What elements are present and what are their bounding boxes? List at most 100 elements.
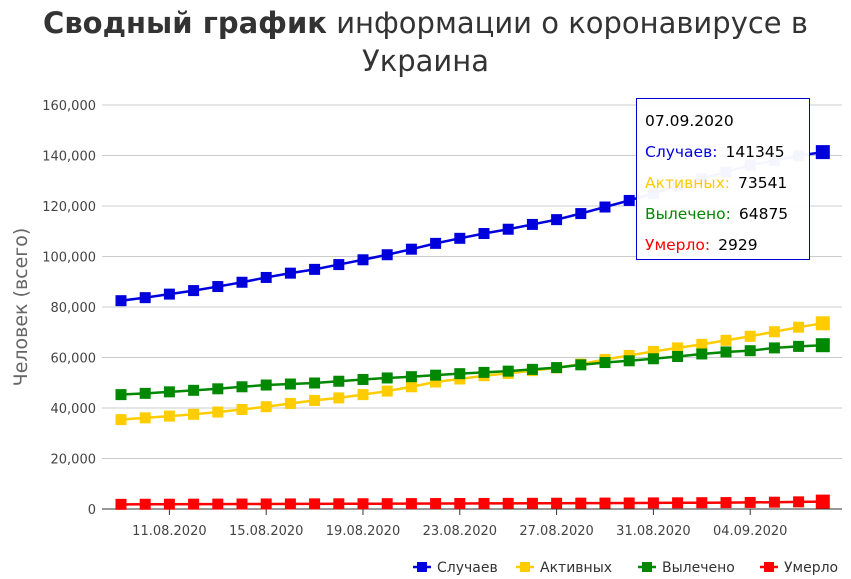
data-point — [309, 498, 321, 510]
data-point — [454, 497, 466, 509]
legend-marker — [417, 562, 427, 572]
data-point — [188, 498, 200, 510]
data-point — [696, 338, 708, 350]
data-point — [793, 321, 805, 333]
y-tick-label: 60,000 — [51, 352, 97, 367]
y-tick-label: 0 — [88, 503, 96, 518]
y-axis-label: Человек (всего) — [10, 228, 32, 387]
data-point — [623, 355, 635, 367]
data-point — [720, 334, 732, 346]
data-point — [163, 288, 175, 300]
data-point — [260, 498, 272, 510]
chart-title: Сводный график информации о коронавирусе… — [0, 4, 851, 80]
data-point — [212, 383, 224, 395]
data-point — [430, 369, 442, 381]
chart-tooltip: 07.09.2020 Случаев: 141345 Активных: 73541… — [636, 98, 810, 260]
data-point — [454, 232, 466, 244]
data-point — [188, 285, 200, 297]
data-point — [502, 497, 514, 509]
data-point — [333, 259, 345, 271]
tooltip-label: Случаев: — [645, 143, 718, 161]
data-point — [236, 276, 248, 288]
data-point — [551, 497, 563, 509]
data-point — [115, 414, 127, 426]
data-point — [260, 379, 272, 391]
data-point — [381, 372, 393, 384]
data-point — [284, 267, 296, 279]
data-point — [672, 350, 684, 362]
legend-label: Активных — [540, 560, 612, 576]
legend-marker — [520, 562, 530, 572]
data-point — [212, 281, 224, 293]
data-point — [793, 340, 805, 352]
data-point — [502, 365, 514, 377]
data-point — [430, 376, 442, 388]
x-tick-label: 15.08.2020 — [229, 524, 303, 539]
data-point — [163, 386, 175, 398]
data-point — [768, 326, 780, 338]
data-point — [430, 498, 442, 510]
data-point — [188, 408, 200, 420]
tooltip-row-recovered: Вылечено: 64875 — [645, 203, 809, 234]
data-point — [260, 401, 272, 413]
data-point — [236, 404, 248, 416]
data-point — [284, 397, 296, 409]
legend-marker — [764, 562, 774, 572]
series-line — [120, 500, 823, 506]
data-point — [647, 497, 659, 509]
data-point — [309, 263, 321, 275]
x-tick-label: 11.08.2020 — [132, 524, 206, 539]
data-point — [526, 363, 538, 375]
data-point — [381, 249, 393, 261]
data-point — [333, 375, 345, 387]
chart-title-rest: информации о коронавирусе в Украина — [336, 6, 808, 78]
data-point — [188, 384, 200, 396]
data-point — [551, 214, 563, 226]
chart-title-bold: Сводный график — [43, 6, 327, 40]
series-line — [120, 343, 823, 396]
tooltip-row-cases: Случаев: 141345 — [645, 141, 809, 172]
data-point — [236, 498, 248, 510]
data-point — [454, 368, 466, 380]
y-tick-label: 20,000 — [51, 453, 97, 468]
data-point — [478, 228, 490, 240]
data-point — [815, 338, 830, 353]
data-point — [405, 371, 417, 383]
data-point — [696, 497, 708, 509]
data-point — [720, 346, 732, 358]
data-point — [115, 389, 127, 401]
series-line — [120, 322, 823, 421]
data-point — [430, 237, 442, 249]
data-point — [260, 271, 272, 283]
data-point — [672, 497, 684, 509]
data-point — [478, 366, 490, 378]
data-point — [139, 498, 151, 510]
data-point — [720, 497, 732, 509]
data-point — [163, 498, 175, 510]
data-point — [284, 378, 296, 390]
y-tick-label: 120,000 — [42, 200, 96, 215]
data-point — [623, 194, 635, 206]
data-point — [478, 497, 490, 509]
data-point — [357, 254, 369, 266]
legend-marker — [642, 562, 652, 572]
data-point — [405, 498, 417, 510]
x-tick-label: 27.08.2020 — [519, 524, 593, 539]
data-point — [647, 345, 659, 357]
data-point — [212, 406, 224, 418]
data-point — [333, 392, 345, 404]
tooltip-value: 2929 — [718, 236, 758, 254]
data-point — [575, 359, 587, 371]
data-point — [815, 494, 830, 509]
data-point — [405, 381, 417, 393]
legend-label: Умерло — [784, 560, 838, 576]
y-tick-label: 40,000 — [51, 402, 97, 417]
tooltip-value: 64875 — [738, 205, 789, 223]
data-point — [696, 348, 708, 360]
data-point — [815, 316, 830, 331]
data-point — [599, 357, 611, 369]
data-point — [768, 496, 780, 508]
x-tick-label: 31.08.2020 — [616, 524, 690, 539]
x-tick-label: 23.08.2020 — [423, 524, 497, 539]
data-point — [309, 377, 321, 389]
